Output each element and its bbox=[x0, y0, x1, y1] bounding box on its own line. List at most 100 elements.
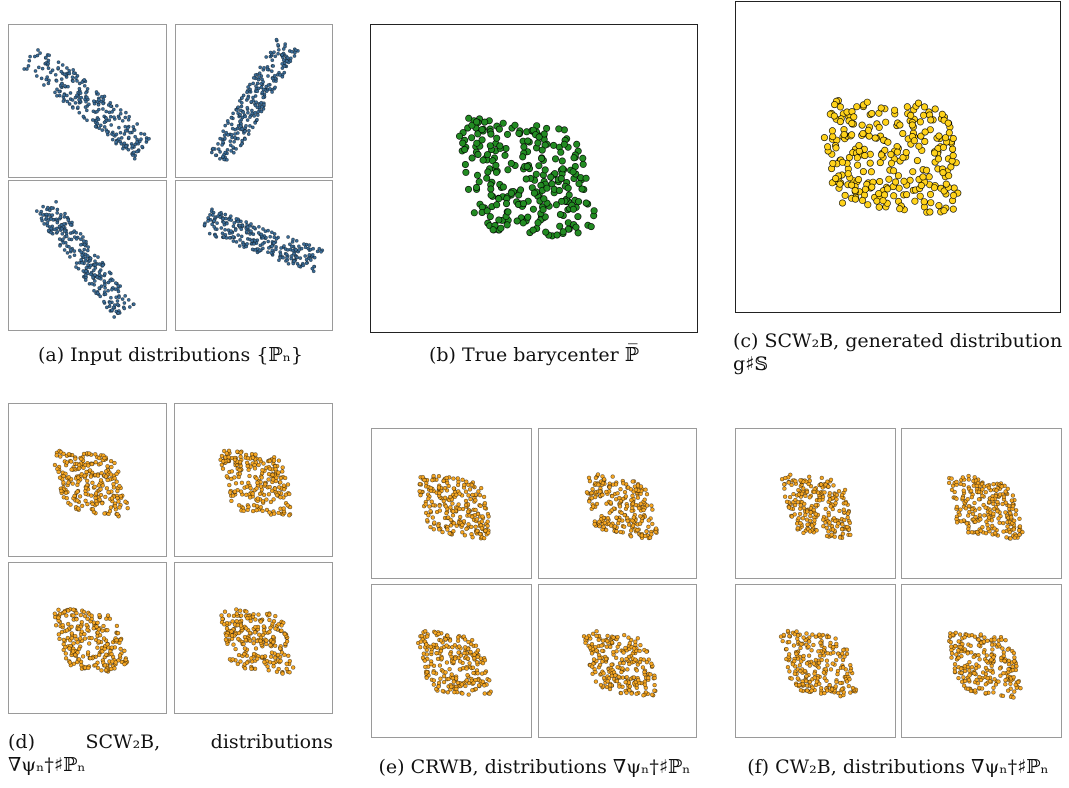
scatter-point bbox=[126, 147, 131, 152]
scatter-point bbox=[426, 513, 431, 518]
scatter-point bbox=[641, 693, 646, 698]
caption-d-line2: ∇ψₙ†♯ℙₙ bbox=[8, 754, 86, 776]
scatter-point bbox=[847, 520, 852, 525]
scatter-point bbox=[66, 84, 70, 89]
scatter-point bbox=[492, 168, 500, 176]
scatter-point bbox=[965, 497, 970, 502]
scatter-point bbox=[543, 184, 551, 192]
scatter-point bbox=[280, 465, 285, 470]
scatter-point bbox=[607, 510, 612, 515]
scatter-point bbox=[1012, 655, 1017, 660]
scatter-point bbox=[236, 219, 240, 224]
scatter-point bbox=[550, 141, 558, 149]
scatter-point bbox=[829, 133, 837, 141]
scatter-point bbox=[949, 145, 957, 153]
scatter-point bbox=[1012, 518, 1017, 523]
scatter-point bbox=[976, 480, 981, 486]
scatter-point bbox=[499, 183, 507, 191]
scatter-point bbox=[118, 111, 123, 116]
scatter-point bbox=[836, 521, 841, 526]
scatter-point bbox=[220, 231, 225, 236]
scatter-point bbox=[105, 628, 110, 633]
scatter-point bbox=[282, 487, 287, 492]
scatter-point bbox=[90, 480, 95, 485]
scatter-point bbox=[309, 258, 313, 262]
scatter-point bbox=[243, 114, 248, 119]
scatter-point bbox=[1016, 680, 1021, 685]
scatter-point bbox=[231, 613, 236, 618]
scatter-point bbox=[963, 506, 968, 511]
scatter-point bbox=[964, 521, 969, 526]
scatter-point bbox=[805, 522, 810, 527]
scatter-point bbox=[258, 619, 263, 624]
scatter-point bbox=[237, 467, 242, 473]
scatter-point bbox=[1009, 498, 1014, 503]
scatter-f-3 bbox=[778, 628, 859, 699]
scatter-point bbox=[996, 642, 1001, 647]
scatter-point bbox=[634, 685, 639, 690]
scatter-point bbox=[235, 449, 240, 454]
scatter-point bbox=[89, 636, 94, 641]
scatter-point bbox=[437, 663, 442, 668]
scatter-point bbox=[268, 234, 272, 239]
scatter-point bbox=[441, 478, 446, 483]
scatter-point bbox=[475, 178, 483, 186]
scatter-point bbox=[224, 474, 229, 479]
scatter-point bbox=[229, 629, 234, 634]
scatter-point bbox=[463, 645, 468, 650]
scatter-point bbox=[33, 69, 38, 73]
scatter-point bbox=[86, 650, 91, 655]
scatter-point bbox=[54, 453, 59, 458]
scatter-point bbox=[787, 652, 792, 657]
scatter-point bbox=[287, 491, 292, 497]
scatter-point bbox=[431, 473, 436, 479]
scatter-point bbox=[470, 665, 476, 670]
scatter-point bbox=[485, 519, 490, 524]
scatter-point bbox=[824, 658, 829, 663]
scatter-point bbox=[558, 157, 566, 165]
scatter-point bbox=[840, 522, 845, 527]
scatter-point bbox=[462, 651, 467, 656]
scatter-point bbox=[42, 83, 46, 87]
scatter-point bbox=[859, 196, 867, 204]
scatter-point bbox=[587, 479, 592, 484]
scatter-point bbox=[811, 507, 816, 512]
scatter-point bbox=[796, 516, 801, 521]
scatter-point bbox=[1012, 535, 1017, 540]
scatter-point bbox=[848, 663, 853, 668]
scatter-point bbox=[636, 678, 641, 683]
scatter-point bbox=[241, 508, 246, 513]
scatter-point bbox=[495, 195, 503, 203]
scatter-point bbox=[443, 504, 448, 509]
scatter-point bbox=[44, 215, 49, 220]
scatter-point bbox=[52, 462, 57, 468]
scatter-point bbox=[484, 151, 492, 159]
scatter-point bbox=[450, 513, 456, 518]
scatter-point bbox=[256, 231, 261, 235]
scatter-point bbox=[443, 670, 448, 675]
scatter-point bbox=[800, 682, 805, 687]
scatter-point bbox=[597, 655, 602, 661]
scatter-point bbox=[307, 253, 312, 257]
scatter-point bbox=[479, 526, 484, 531]
scatter-point bbox=[987, 515, 992, 520]
scatter-point bbox=[445, 690, 450, 695]
scatter-point bbox=[978, 632, 983, 637]
scatter-point bbox=[266, 477, 271, 482]
scatter-point bbox=[973, 514, 978, 520]
scatter-point bbox=[601, 675, 607, 681]
scatter-point bbox=[84, 99, 88, 104]
scatter-point bbox=[292, 259, 297, 263]
scatter-point bbox=[989, 663, 994, 668]
scatter-point bbox=[121, 146, 125, 151]
scatter-point bbox=[256, 86, 261, 91]
scatter-point bbox=[1013, 682, 1018, 687]
scatter-point bbox=[828, 667, 834, 672]
scatter-point bbox=[58, 454, 63, 459]
scatter-point bbox=[232, 489, 237, 494]
scatter-point bbox=[586, 475, 592, 480]
panel-e-3 bbox=[371, 584, 532, 738]
scatter-point bbox=[824, 533, 830, 539]
scatter-point bbox=[76, 105, 80, 110]
scatter-point bbox=[1010, 493, 1015, 498]
